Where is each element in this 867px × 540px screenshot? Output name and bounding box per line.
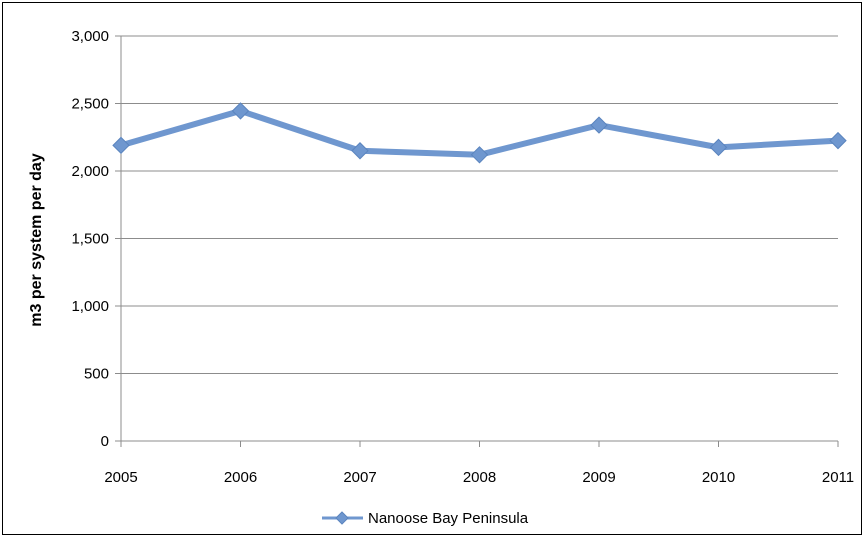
legend-marker-diamond	[335, 511, 349, 525]
data-point	[709, 138, 728, 157]
x-tick-label: 2011	[822, 469, 854, 486]
data-point	[829, 131, 847, 150]
y-tick-label: 0	[101, 433, 109, 450]
data-point	[231, 102, 250, 120]
axes	[115, 35, 839, 447]
y-tick-labels: 0 500 1,000 1,500 2,000 2,500 3,000	[71, 28, 109, 450]
x-tick-label: 2007	[343, 469, 376, 486]
x-tick-label: 2010	[702, 469, 735, 486]
y-tick-label: 3,000	[71, 28, 109, 45]
y-tick-label: 500	[84, 366, 109, 383]
y-tick-label: 1,000	[71, 298, 109, 315]
x-tick-label: 2006	[224, 469, 257, 486]
legend: Nanoose Bay Peninsula	[322, 510, 529, 527]
gridlines	[121, 35, 838, 374]
y-tick-label: 2,000	[71, 163, 109, 180]
x-tick-label: 2005	[104, 469, 137, 486]
data-point	[112, 136, 130, 155]
data-point	[470, 146, 489, 164]
data-point	[590, 116, 608, 134]
legend-label: Nanoose Bay Peninsula	[368, 510, 529, 527]
x-tick-label: 2009	[582, 469, 615, 486]
x-tick-labels: 2005 2006 2007 2008 2009 2010 2011	[104, 469, 854, 486]
data-point	[351, 142, 369, 160]
y-axis-title: m3 per system per day	[28, 153, 45, 327]
series-layer	[112, 102, 847, 164]
y-tick-label: 2,500	[71, 96, 109, 113]
y-tick-label: 1,500	[71, 231, 109, 248]
x-tick-label: 2008	[463, 469, 496, 486]
